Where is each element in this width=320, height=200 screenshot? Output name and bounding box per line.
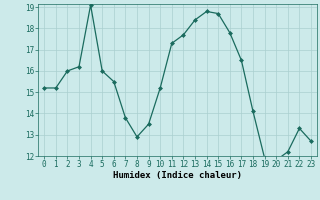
X-axis label: Humidex (Indice chaleur): Humidex (Indice chaleur) xyxy=(113,171,242,180)
